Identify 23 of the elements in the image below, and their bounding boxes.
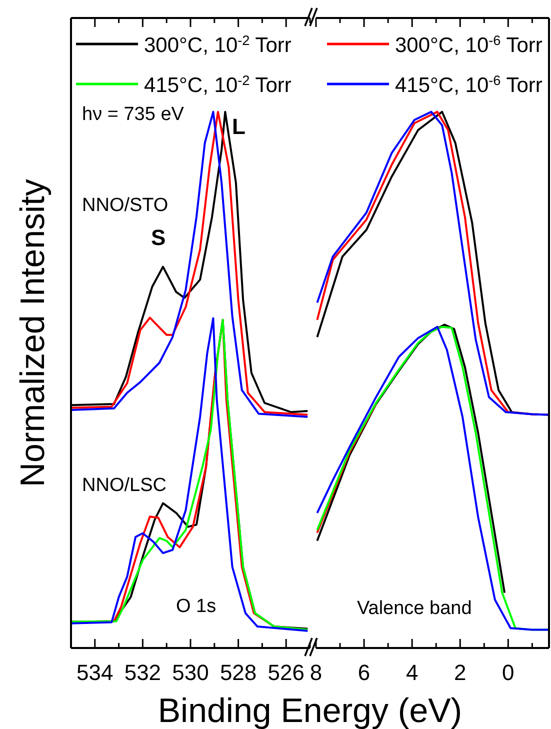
annotation: Valence band	[357, 598, 472, 619]
x-tick-label: 6	[358, 660, 370, 685]
legend-label: 300°C, 10$^{-2}$ Torr	[144, 32, 292, 57]
x-tick-label: 2	[454, 660, 466, 685]
x-tick-label: 528	[220, 660, 257, 685]
annotation: NNO/STO	[82, 195, 168, 216]
x-tick-label: 8	[310, 660, 322, 685]
legend-label: 300°C, 10$^{-6}$ Torr	[395, 32, 542, 57]
x-tick-label: 4	[406, 660, 418, 685]
x-tick-label: 532	[124, 660, 162, 685]
x-axis-title: Binding Energy (eV)	[158, 692, 462, 729]
x-tick-label: 526	[268, 660, 304, 685]
annotation: O 1s	[176, 596, 216, 617]
x-tick-label: 0	[502, 660, 514, 685]
annotation: S	[151, 225, 166, 250]
x-tick-label: 534	[76, 660, 114, 685]
annotation: L	[232, 114, 246, 139]
annotation: hν = 735 eV	[82, 104, 184, 125]
annotation: NNO/LSC	[82, 475, 166, 496]
y-axis-title: Normalized Intensity	[14, 178, 52, 488]
legend-label: 415°C, 10$^{-2}$ Torr	[144, 72, 292, 97]
legend-label: 415°C, 10$^{-6}$ Torr	[395, 72, 542, 97]
x-tick-label: 530	[172, 660, 209, 685]
